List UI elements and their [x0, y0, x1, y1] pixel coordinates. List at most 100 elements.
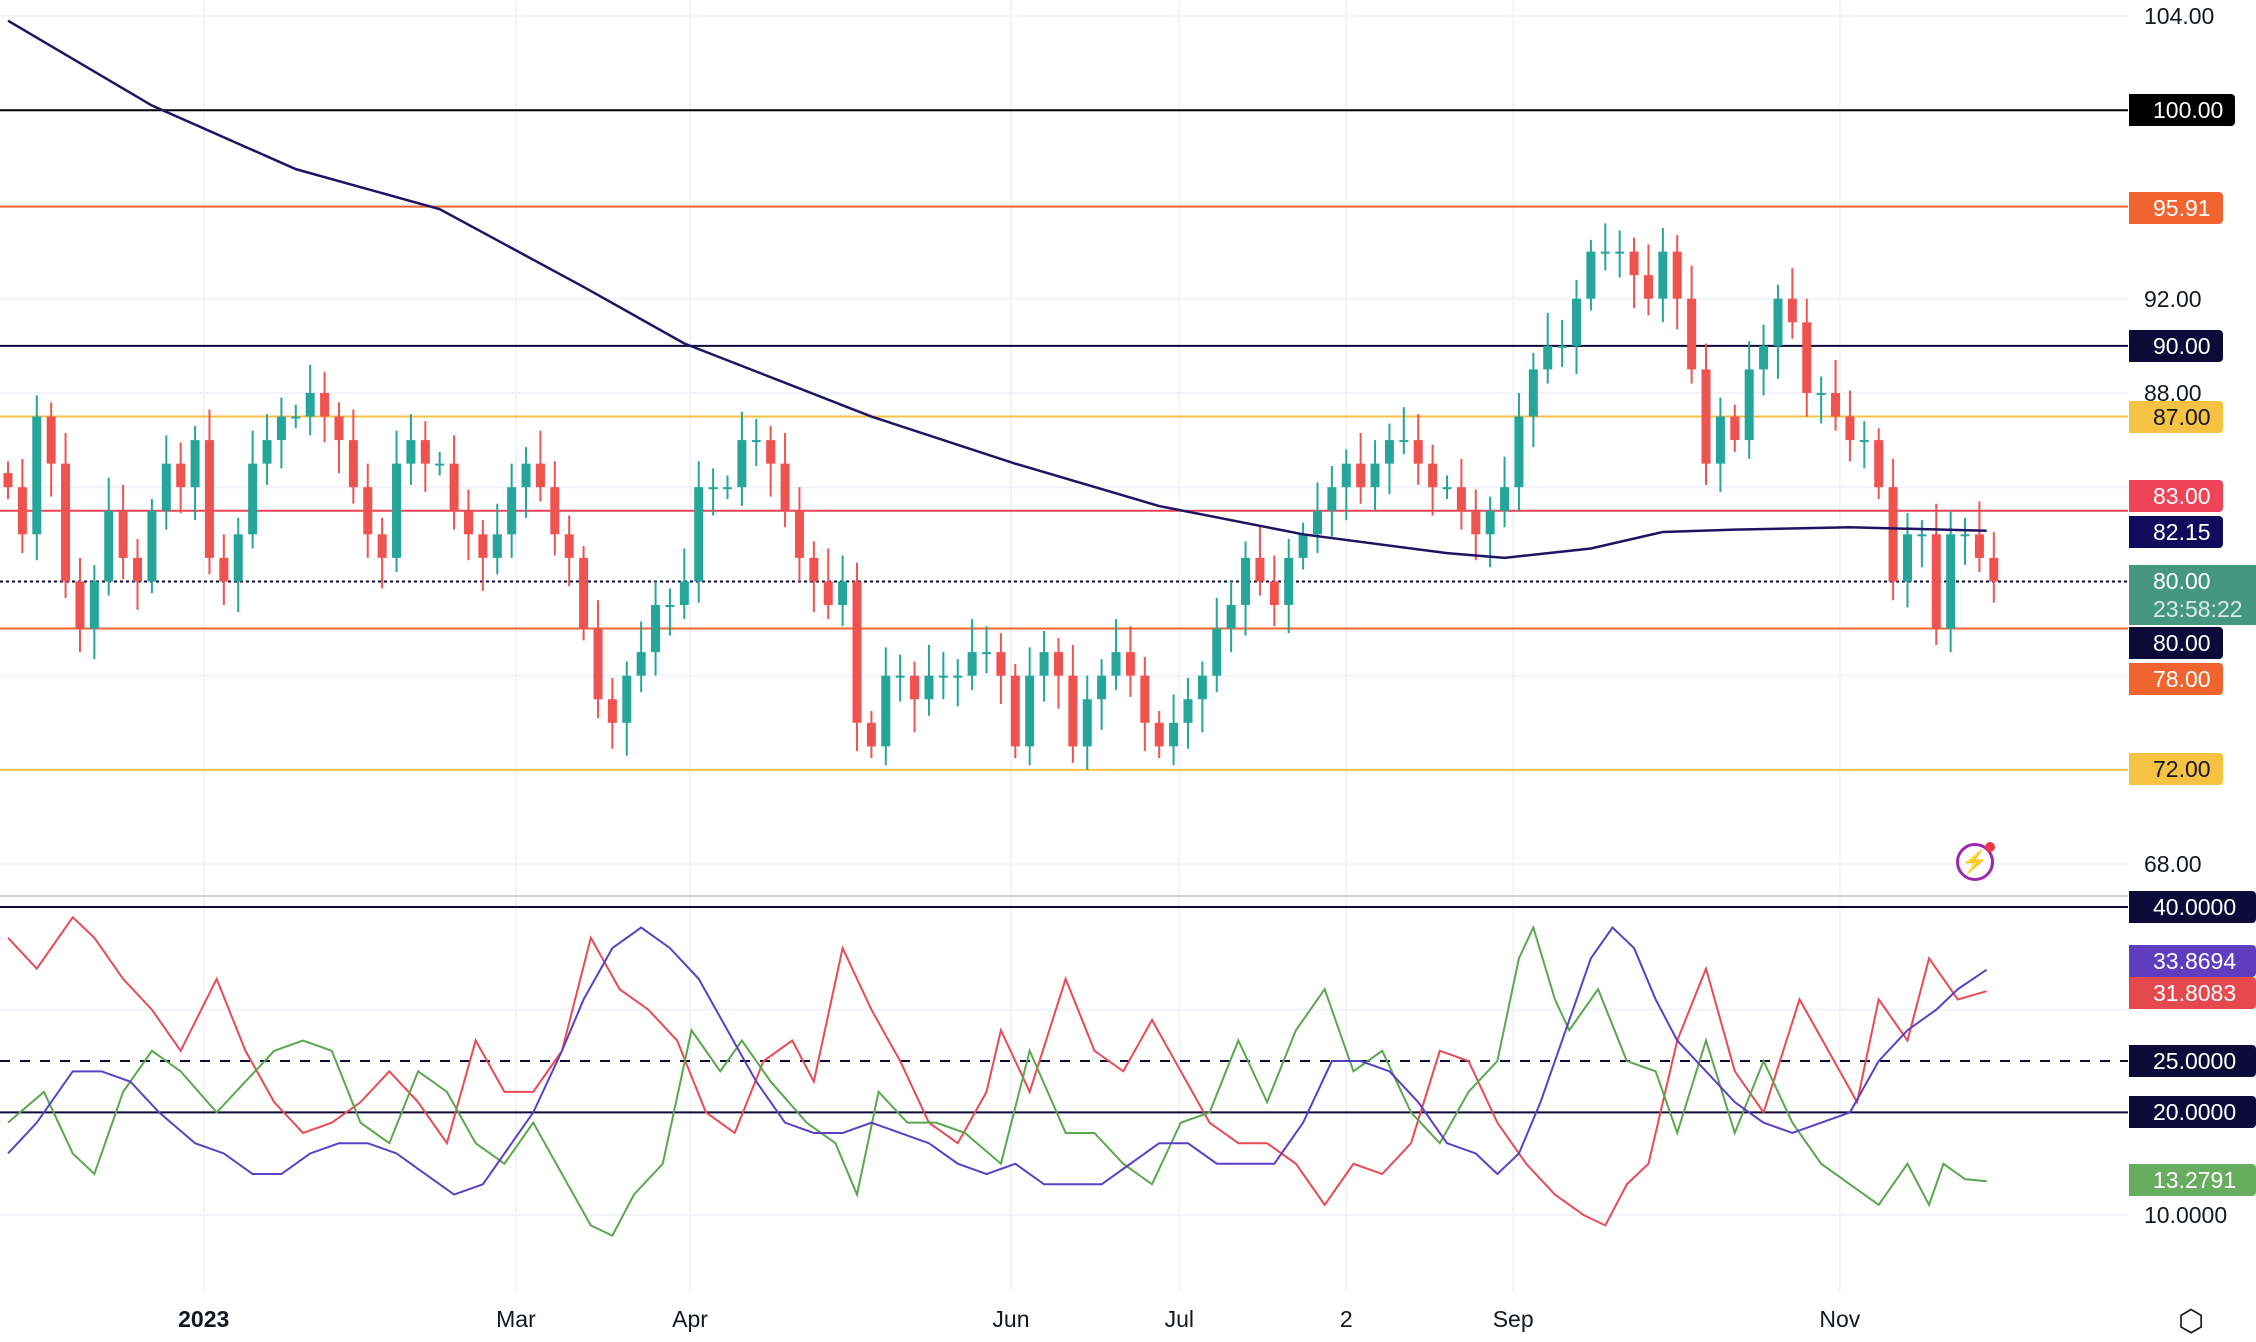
candle-body: [1715, 416, 1725, 464]
price-level-label: 100.00: [2129, 94, 2236, 126]
candle-body: [636, 652, 646, 676]
candle-body: [377, 534, 387, 558]
candle-body: [924, 675, 934, 700]
candle-body: [3, 473, 13, 488]
candle-body: [1082, 699, 1092, 747]
candle-body: [622, 675, 632, 723]
lightning-icon[interactable]: ⚡: [1956, 842, 1995, 881]
candle-body: [607, 699, 617, 723]
candle-body: [478, 534, 488, 558]
candle-body: [46, 416, 56, 464]
candle-body: [1111, 652, 1121, 676]
last-price-value: 80.00: [2153, 568, 2211, 594]
candle-body: [1802, 322, 1812, 393]
candle-body: [982, 652, 992, 655]
candle-body: [1039, 652, 1049, 676]
adx-value-label: 33.8694: [2129, 945, 2256, 977]
candle-body: [1888, 487, 1898, 582]
candle-body: [521, 463, 531, 488]
candle-body: [564, 534, 574, 558]
candle-body: [233, 534, 243, 582]
candle-body: [1931, 534, 1941, 629]
candle-body: [809, 557, 819, 582]
candle-body: [1125, 652, 1135, 676]
candle-body: [1500, 487, 1510, 511]
candle-body: [766, 440, 776, 464]
time-axis-tick: Nov: [1819, 1306, 1861, 1332]
candle-body: [1974, 534, 1984, 558]
candle-body: [406, 440, 416, 464]
price-axis-tick: 92.00: [2144, 285, 2202, 312]
candle-body: [1744, 369, 1754, 441]
candle-body: [1413, 440, 1423, 464]
candle-body: [104, 510, 114, 582]
time-axis-tick: 2: [1339, 1306, 1353, 1332]
candle-body: [1615, 251, 1625, 254]
candle-body: [1586, 251, 1596, 299]
candle-body: [1025, 675, 1035, 747]
candle-body: [1485, 510, 1495, 535]
candle-body: [190, 440, 200, 488]
minus-di-value-label: 13.2791: [2129, 1164, 2256, 1196]
candle-body: [1456, 487, 1466, 511]
candle-body: [1212, 628, 1222, 676]
moving-average-label: 82.15: [2129, 516, 2223, 548]
candle-body: [751, 440, 761, 443]
candle-body: [262, 440, 272, 464]
candle-body: [248, 463, 258, 535]
candle-body: [219, 557, 229, 582]
countdown-timer: 23:58:22: [2153, 596, 2243, 622]
time-axis-tick: Mar: [496, 1306, 536, 1332]
candle-body: [1284, 557, 1294, 605]
candle-body: [1010, 675, 1020, 747]
candle-body: [1859, 440, 1869, 443]
candle-body: [75, 581, 85, 629]
candle-body: [1269, 581, 1279, 605]
candle-body: [176, 463, 186, 488]
candle-body: [392, 463, 402, 558]
candle-body: [838, 581, 848, 605]
candle-body: [679, 581, 689, 605]
indicator-level-label: 25.0000: [2129, 1045, 2256, 1078]
price-axis-tick: 68.00: [2144, 851, 2202, 878]
candle-body: [305, 392, 315, 417]
candle-body: [1874, 440, 1884, 488]
candle-body: [866, 722, 876, 747]
price-level-label: 83.00: [2129, 480, 2223, 512]
candle-body: [1557, 345, 1567, 348]
indicator-line-di: [7, 924, 1987, 1237]
price-axis-tick: 104.00: [2144, 3, 2215, 29]
price-level-label: 72.00: [2129, 753, 2223, 785]
candle-body: [435, 463, 445, 466]
settings-hexagon-icon[interactable]: ⬡: [2178, 1305, 2205, 1338]
candle-body: [737, 440, 747, 488]
candle-body: [967, 652, 977, 676]
indicator-level-label: 20.0000: [2129, 1096, 2256, 1129]
time-axis-tick: 2023: [178, 1306, 230, 1332]
candle-body: [996, 652, 1006, 676]
price-level-label: 87.00: [2129, 401, 2223, 433]
candle-body: [1226, 605, 1236, 629]
candle-body: [794, 510, 804, 558]
candle-body: [1658, 251, 1668, 299]
time-axis-tick: Sep: [1492, 1306, 1534, 1332]
candle-body: [550, 487, 560, 535]
candle-body: [348, 440, 358, 488]
candle-body: [1917, 534, 1927, 537]
candle-body: [938, 675, 948, 678]
candle-body: [1514, 416, 1524, 488]
candle-body: [1471, 510, 1481, 535]
candle-body: [1370, 463, 1380, 488]
candle-body: [723, 487, 732, 490]
candle-body: [507, 487, 517, 535]
candle-body: [1572, 298, 1582, 346]
indicator-axis-tick: 10.0000: [2144, 1202, 2228, 1229]
candle-body: [1312, 510, 1322, 535]
candle-body: [89, 581, 99, 629]
candle-body: [823, 581, 833, 605]
candle-body: [665, 605, 675, 607]
candle-body: [1902, 534, 1912, 582]
candle-body: [910, 675, 920, 700]
time-axis-tick: Jul: [1164, 1306, 1195, 1332]
